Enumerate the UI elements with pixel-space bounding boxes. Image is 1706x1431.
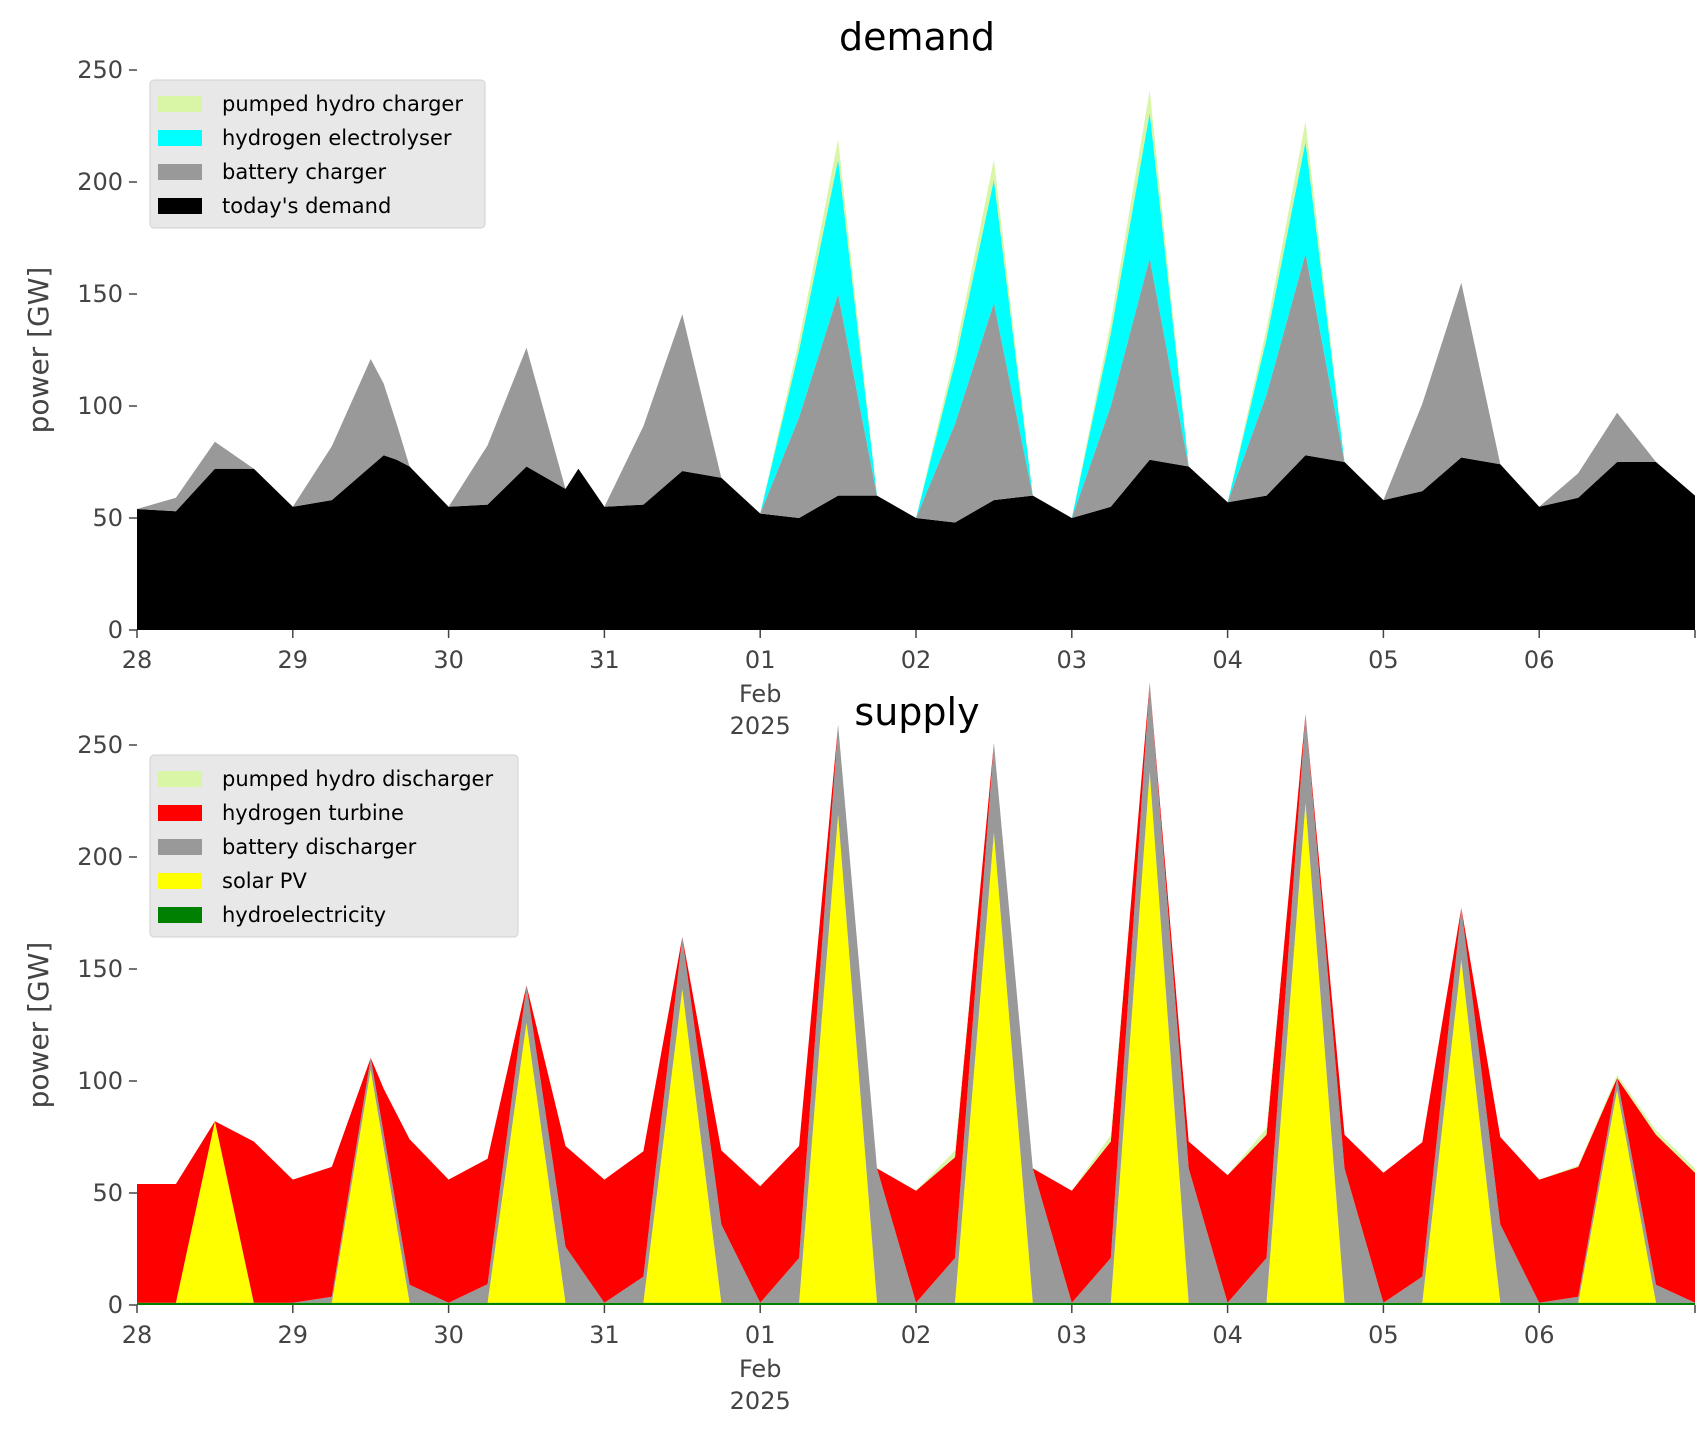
legend-label-battery-charger: battery charger — [222, 160, 387, 184]
area-hydrogen-electrolyser — [137, 112, 1695, 518]
x-tick-label: 30 — [433, 646, 464, 674]
x-tick-sublabel: Feb — [739, 1355, 782, 1383]
area-battery-charger — [137, 253, 1695, 523]
y-tick-label: 0 — [108, 1291, 123, 1319]
axes-layer: 0 50 100 150 200 250 28 29 30 31 01 Feb 2025 02 03 04 05… — [77, 731, 1696, 1415]
area-hydroelectricity — [137, 1302, 1695, 1305]
x-tick-sublabel: 2025 — [730, 1387, 791, 1415]
area-today-s-demand — [137, 455, 1695, 630]
x-tick-label: 02 — [901, 646, 932, 674]
x-tick-label: 28 — [122, 1321, 153, 1349]
legend-label-hydrogen-electrolyser: hydrogen electrolyser — [222, 126, 452, 150]
x-tick-sublabel: 2025 — [730, 712, 791, 740]
y-tick-label: 100 — [77, 1067, 123, 1095]
legend-label-pumped-hydro-charger: pumped hydro charger — [222, 92, 463, 116]
y-tick-label: 250 — [77, 56, 123, 84]
y-tick-label: 50 — [92, 504, 123, 532]
axes-layer: 0 50 100 150 200 250 28 29 30 31 01 Feb 2025 02 03 04 05… — [77, 56, 1696, 740]
legend-label-solar-pv: solar PV — [222, 869, 307, 893]
series-layer — [137, 682, 1695, 1305]
legend-box — [149, 754, 519, 938]
legend-label-battery-discharger: battery discharger — [222, 835, 417, 859]
x-tick-label: 01 — [745, 1321, 776, 1349]
y-tick-label: 150 — [77, 280, 123, 308]
y-axis-label: power [GW] — [22, 942, 55, 1109]
x-tick-label: 04 — [1212, 646, 1243, 674]
legend: pumped hydro charger hydrogen electrolyse… — [149, 79, 486, 229]
y-tick-label: 200 — [77, 843, 123, 871]
x-tick-label: 02 — [901, 1321, 932, 1349]
legend-swatch-hydroelectricity — [158, 907, 202, 923]
x-tick-label: 31 — [589, 646, 620, 674]
legend-swatch-pumped-hydro-charger — [158, 96, 202, 112]
legend-swatch-battery-discharger — [158, 839, 202, 855]
y-tick-label: 200 — [77, 168, 123, 196]
area-hydrogen-turbine — [137, 682, 1695, 1303]
legend-label-hydrogen-turbine: hydrogen turbine — [222, 801, 404, 825]
x-tick-label: 06 — [1524, 1321, 1555, 1349]
x-tick-label: 05 — [1368, 1321, 1399, 1349]
legend-swatch-hydrogen-turbine — [158, 805, 202, 821]
x-tick-label: 03 — [1057, 646, 1088, 674]
y-axis-label: power [GW] — [22, 267, 55, 434]
x-tick-label: 06 — [1524, 646, 1555, 674]
x-tick-sublabel: Feb — [739, 680, 782, 708]
legend-swatch-battery-charger — [158, 164, 202, 180]
chart-title: demand — [839, 15, 995, 59]
legend-label-hydroelectricity: hydroelectricity — [222, 903, 386, 927]
legend-label-today-s-demand: today's demand — [222, 194, 391, 218]
y-tick-label: 100 — [77, 392, 123, 420]
chart-title: supply — [854, 690, 979, 734]
x-tick-label: 29 — [278, 1321, 309, 1349]
x-tick-label: 05 — [1368, 646, 1399, 674]
x-tick-label: 29 — [278, 646, 309, 674]
x-tick-label: 03 — [1057, 1321, 1088, 1349]
y-tick-label: 0 — [108, 616, 123, 644]
legend-swatch-solar-pv — [158, 873, 202, 889]
series-layer — [137, 90, 1695, 630]
y-tick-label: 150 — [77, 955, 123, 983]
y-tick-label: 50 — [92, 1179, 123, 1207]
y-tick-label: 250 — [77, 731, 123, 759]
legend: pumped hydro discharger hydrogen turbine b… — [149, 754, 519, 938]
x-tick-label: 30 — [433, 1321, 464, 1349]
area-solar-pv — [137, 771, 1695, 1303]
legend-box — [149, 79, 486, 229]
x-tick-label: 28 — [122, 646, 153, 674]
legend-label-pumped-hydro-discharger: pumped hydro discharger — [222, 767, 493, 791]
x-tick-label: 31 — [589, 1321, 620, 1349]
legend-swatch-hydrogen-electrolyser — [158, 130, 202, 146]
x-tick-label: 01 — [745, 646, 776, 674]
x-tick-label: 04 — [1212, 1321, 1243, 1349]
legend-swatch-today-s-demand — [158, 198, 202, 214]
legend-swatch-pumped-hydro-discharger — [158, 771, 202, 787]
